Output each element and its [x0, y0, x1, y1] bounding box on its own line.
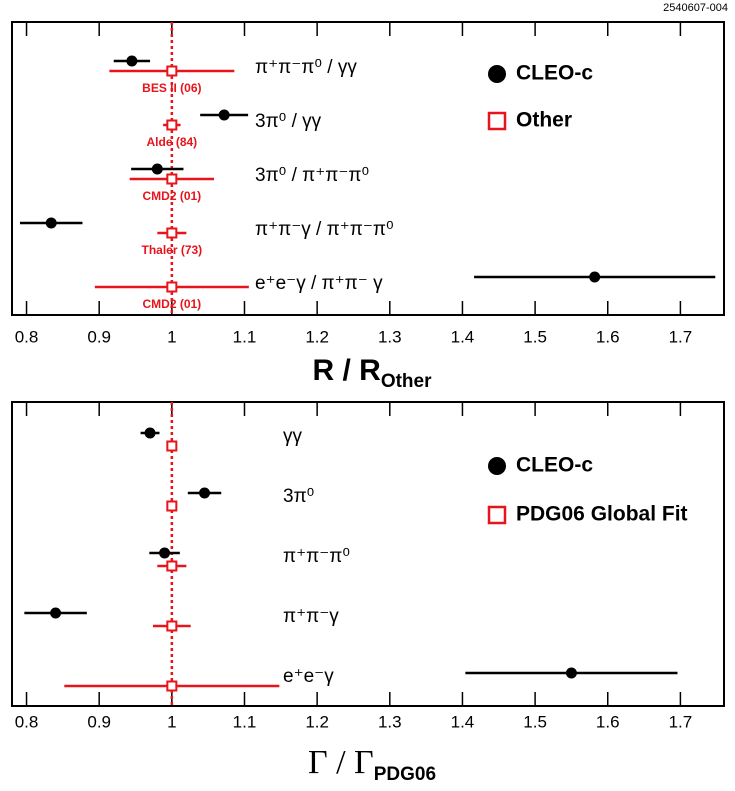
point — [166, 281, 178, 293]
legend-marker — [487, 111, 507, 131]
point — [589, 271, 601, 283]
point-label: Alde (84) — [146, 135, 197, 149]
point — [166, 119, 178, 131]
point — [166, 440, 178, 452]
x-tick-label: 1.6 — [596, 327, 620, 346]
x-tick-label: 1.7 — [669, 327, 693, 346]
x-tick-label: 1.1 — [233, 712, 257, 731]
row-label: π⁺π⁻π⁰ — [283, 546, 350, 567]
point — [166, 65, 178, 77]
row-label: γγ — [283, 426, 303, 447]
legend-label: CLEO-c — [516, 62, 593, 85]
point-label: CMD2 (01) — [142, 189, 201, 203]
legend-marker — [488, 65, 506, 83]
x-tick-label: 1.4 — [451, 712, 475, 731]
point — [565, 667, 577, 679]
x-tick-label: 1.2 — [305, 327, 329, 346]
legend-label: CLEO-c — [516, 454, 593, 477]
x-tick-label: 1 — [167, 327, 176, 346]
point — [159, 547, 171, 559]
x-tick-label: 0.9 — [87, 712, 111, 731]
point — [166, 680, 178, 692]
x-axis-title-main: Γ / Γ — [308, 744, 374, 781]
point — [199, 487, 211, 499]
legend-label: PDG06 Global Fit — [516, 503, 688, 526]
point — [126, 55, 138, 67]
point — [45, 217, 57, 229]
point — [144, 427, 156, 439]
row-label: π⁺π⁻π⁰ / γγ — [255, 57, 357, 78]
x-axis-title: R / ROther — [312, 354, 432, 392]
legend-label: Other — [516, 109, 572, 132]
plot-frame — [11, 21, 725, 316]
figure-id: 2540607-004 — [663, 2, 728, 14]
point-label: Thaler (73) — [141, 243, 202, 257]
legend-marker — [487, 505, 507, 525]
x-tick-label: 0.9 — [87, 327, 111, 346]
x-tick-label: 1.3 — [378, 712, 402, 731]
point — [166, 620, 178, 632]
point — [166, 500, 178, 512]
row-label: 3π⁰ / γγ — [255, 111, 322, 132]
x-tick-label: 1.7 — [669, 712, 693, 731]
x-tick-label: 0.8 — [15, 327, 39, 346]
point — [166, 227, 178, 239]
point — [151, 163, 163, 175]
plot-frame — [11, 401, 725, 707]
x-tick-label: 1.2 — [305, 712, 329, 731]
row-label: π⁺π⁻γ / π⁺π⁻π⁰ — [255, 219, 394, 240]
x-tick-label: 1.5 — [523, 327, 547, 346]
point — [166, 173, 178, 185]
row-label: 3π⁰ — [283, 486, 314, 507]
x-tick-label: 0.8 — [15, 712, 39, 731]
point — [218, 109, 230, 121]
x-axis-title: Γ / ΓPDG06 — [308, 744, 436, 785]
x-tick-label: 1.1 — [233, 327, 257, 346]
x-axis-title-sub: Other — [381, 371, 432, 392]
x-tick-label: 1.5 — [523, 712, 547, 731]
point — [166, 560, 178, 572]
point-label: BES II (06) — [142, 81, 201, 95]
row-label: π⁺π⁻γ — [283, 606, 339, 627]
point-label: CMD2 (01) — [142, 297, 201, 311]
row-label: 3π⁰ / π⁺π⁻π⁰ — [255, 165, 369, 186]
x-axis-title-main: R / R — [312, 354, 381, 387]
point — [50, 607, 62, 619]
x-axis-title-sub: PDG06 — [374, 764, 436, 785]
row-label: e⁺e⁻γ / π⁺π⁻ γ — [255, 273, 383, 294]
row-label: e⁺e⁻γ — [283, 666, 334, 687]
legend-marker — [488, 457, 506, 475]
x-tick-label: 1.4 — [451, 327, 475, 346]
x-tick-label: 1.3 — [378, 327, 402, 346]
x-tick-label: 1.6 — [596, 712, 620, 731]
x-tick-label: 1 — [167, 712, 176, 731]
